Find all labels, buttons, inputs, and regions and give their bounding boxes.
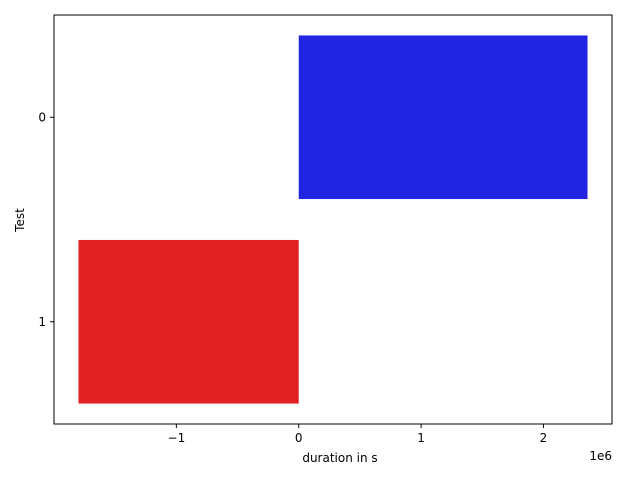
- y-tick-label: 0: [38, 110, 46, 124]
- x-tick-label: 2: [540, 431, 548, 445]
- x-axis-offset-label: 1e6: [589, 449, 612, 463]
- x-tick-label: −1: [168, 431, 186, 445]
- bars-group: [78, 35, 588, 404]
- x-tick-label: 1: [417, 431, 425, 445]
- x-tick-label: 0: [295, 431, 303, 445]
- y-axis-ticks: 01: [38, 110, 54, 329]
- x-axis-ticks: −1 0 1 2: [168, 424, 548, 445]
- x-axis-label: duration in s: [302, 451, 377, 465]
- y-tick-label: 1: [38, 315, 46, 329]
- bar-1: [78, 239, 299, 404]
- y-axis-label: Test: [13, 208, 27, 233]
- plot-frame: [53, 14, 613, 425]
- bar-0: [298, 35, 588, 200]
